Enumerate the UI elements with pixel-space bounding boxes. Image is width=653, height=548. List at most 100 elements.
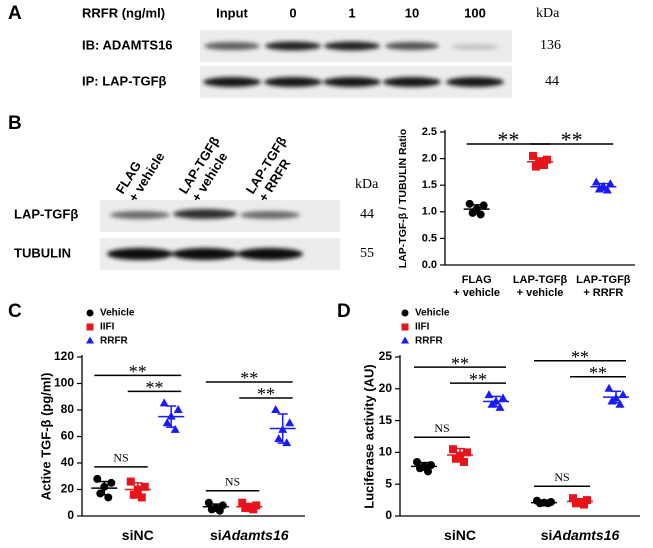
point	[529, 151, 537, 160]
point	[416, 464, 424, 473]
point	[543, 155, 551, 164]
y-tick-label: 100	[54, 376, 74, 390]
point	[215, 506, 224, 515]
x-tick-label: siAdamts16	[210, 527, 289, 543]
kda-value: 55	[360, 246, 374, 261]
y-tick-label: 20	[379, 381, 393, 395]
significance-label: **	[497, 127, 519, 152]
significance-label: NS	[434, 421, 449, 435]
point	[137, 493, 146, 502]
legend-marker	[86, 336, 94, 344]
legend-marker	[86, 309, 94, 317]
x-tick-label-part: Adamts16	[551, 527, 619, 543]
point	[618, 390, 628, 399]
y-axis-label: LAP-TGF-β / TUBULIN Ratio	[397, 129, 409, 268]
blot-row-label: IP: LAP-TGFβ	[82, 73, 167, 88]
point	[129, 490, 138, 499]
significance-label: NS	[225, 475, 240, 489]
point	[604, 383, 614, 392]
x-tick-label-part: Adamts16	[221, 527, 289, 543]
y-tick-label: 40	[61, 455, 75, 469]
kda-label: kDa	[536, 6, 560, 21]
point	[140, 482, 149, 491]
blot-row-label: IB: ADAMTS16	[82, 37, 173, 52]
x-tick-label: LAP-TGFβ	[576, 274, 631, 286]
point	[162, 418, 172, 427]
y-tick-label: 0.0	[422, 259, 437, 271]
point	[465, 199, 474, 208]
point	[615, 399, 625, 408]
x-tick-label-part: siNC	[444, 527, 476, 543]
lane-label: FLAG + vehicle	[113, 150, 168, 205]
x-tick-label: siNC	[122, 527, 154, 543]
blot-image	[200, 30, 512, 98]
lane-label: Input	[216, 5, 248, 20]
point	[238, 498, 247, 507]
point	[569, 494, 577, 503]
point	[107, 478, 116, 487]
y-tick-label: 1.0	[422, 206, 437, 218]
kda-label: kDa	[355, 177, 379, 192]
point	[271, 405, 281, 413]
y-tick-label: 120	[54, 349, 74, 363]
point	[463, 448, 471, 457]
significance-label: **	[589, 363, 607, 383]
blot-row-label: LAP-TGFβ	[14, 206, 78, 221]
point	[479, 201, 488, 210]
lane-label: LAP-TGFβ + vehicle	[176, 134, 231, 204]
legend-marker	[401, 309, 409, 317]
kda-value: 44	[545, 74, 559, 89]
blot-row-label: TUBULIN	[14, 245, 71, 260]
legend-label: IIFI	[100, 322, 115, 333]
point	[413, 457, 421, 466]
panel-label: C	[8, 301, 22, 322]
kda-value: 44	[360, 207, 374, 222]
x-tick-label-part: FLAG	[462, 274, 492, 286]
significance-label: **	[240, 368, 258, 388]
legend-marker	[401, 336, 409, 344]
x-tick-label-part: + vehicle	[453, 287, 500, 299]
y-tick-label: 20	[61, 482, 75, 496]
significance-label: **	[469, 369, 487, 389]
y-tick-label: 1.5	[422, 179, 437, 191]
blot-header: RRFR (ng/ml)	[82, 5, 165, 20]
point	[424, 467, 432, 476]
y-tick-label: 0.5	[422, 232, 437, 244]
point	[170, 424, 180, 433]
y-tick-label: 0	[67, 508, 74, 522]
panel-label: A	[8, 3, 22, 24]
x-tick-label: siNC	[444, 527, 476, 543]
legend-label: RRFR	[415, 336, 444, 347]
point	[159, 398, 169, 407]
kda-value: 136	[540, 38, 561, 53]
y-axis-label: Active TGF-β (pg/ml)	[38, 373, 53, 501]
y-tick-label: 25	[379, 349, 393, 363]
y-tick-label: 60	[61, 429, 75, 443]
point	[274, 434, 284, 443]
x-tick-label: + vehicle	[453, 287, 500, 299]
x-tick-label-part: + RRFR	[583, 287, 623, 299]
legend-label: Vehicle	[415, 308, 450, 319]
significance-label: NS	[554, 470, 569, 484]
point	[241, 504, 250, 513]
point	[173, 405, 183, 413]
point	[487, 399, 497, 408]
significance-label: **	[451, 353, 469, 373]
y-tick-label: 80	[61, 402, 75, 416]
y-tick-label: 0	[385, 508, 392, 522]
x-tick-label: siAdamts16	[541, 527, 620, 543]
lane-label: 10	[405, 5, 419, 20]
x-tick-label: LAP-TGFβ	[513, 274, 568, 286]
x-tick-label: + vehicle	[517, 287, 564, 299]
x-tick-label: + RRFR	[583, 287, 623, 299]
point	[449, 445, 457, 454]
legend-label: IIFI	[415, 322, 430, 333]
x-tick-label-part: siNC	[122, 527, 154, 543]
lane-label: 100	[464, 5, 486, 20]
x-tick-label-part: LAP-TGFβ	[513, 274, 568, 286]
point	[96, 489, 105, 498]
y-tick-label: 10	[379, 445, 393, 459]
point	[498, 393, 508, 402]
significance-label: **	[561, 127, 583, 152]
